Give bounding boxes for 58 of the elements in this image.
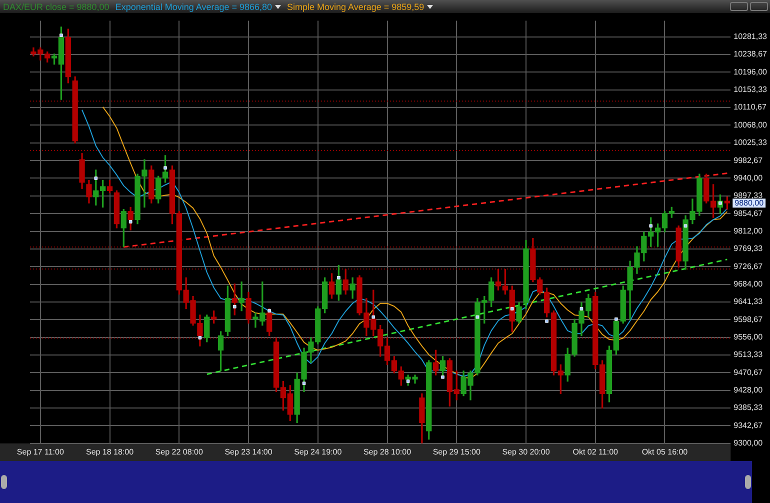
text: Exponential Moving Average = 9866,80 xyxy=(115,2,272,12)
y-tick-label: 9598,67 xyxy=(734,314,764,324)
y-tick-label: 10068,00 xyxy=(734,120,768,130)
x-tick-label: Okt 05 16:00 xyxy=(642,447,688,456)
y-tick-label: 9854,67 xyxy=(734,208,764,218)
y-tick-label: 9897,33 xyxy=(734,191,764,200)
x-tick-label: Sep 28 10:00 xyxy=(363,447,412,456)
point xyxy=(60,34,63,37)
x-tick-label: Okt 02 11:00 xyxy=(572,447,619,456)
candlestick xyxy=(238,281,244,312)
point xyxy=(510,307,514,310)
y-tick-label: 9641,33 xyxy=(734,297,764,306)
point xyxy=(128,220,132,224)
x-tick-label: Sep 30 20:00 xyxy=(502,447,550,456)
y-tick-label: 9769,33 xyxy=(734,244,764,254)
point xyxy=(268,309,271,312)
point xyxy=(684,224,688,228)
y-tick-label: 9982,67 xyxy=(734,156,764,165)
point xyxy=(94,176,98,180)
y-tick-label: 9684,00 xyxy=(734,280,764,289)
y-tick-label: 9556,00 xyxy=(734,332,764,342)
point xyxy=(232,305,236,308)
y-tick-label: 9385,33 xyxy=(734,403,764,412)
point xyxy=(614,317,618,321)
y-tick-label: 10025,33 xyxy=(734,138,768,148)
text: Simple Moving Average = 9859,59 xyxy=(287,2,424,12)
y-tick-label: 9513,33 xyxy=(734,350,764,360)
x-tick-label: Sep 17 11:00 xyxy=(16,447,64,456)
y-tick-label: 10281,33 xyxy=(734,32,768,42)
point xyxy=(441,375,444,379)
text: 9880,00 xyxy=(734,198,764,208)
y-tick-label: 9342,67 xyxy=(734,420,764,430)
x-tick-label: Sep 22 08:00 xyxy=(155,447,204,456)
point xyxy=(198,336,202,340)
x-tick-label: Sep 29 15:00 xyxy=(432,447,481,456)
point xyxy=(372,315,376,319)
y-tick-label: 10196,00 xyxy=(734,67,768,76)
point xyxy=(302,382,306,385)
point xyxy=(545,320,548,323)
x-tick-label: Sep 18 18:00 xyxy=(86,447,134,456)
point xyxy=(164,166,167,170)
y-tick-label: 9726,67 xyxy=(734,262,764,271)
point xyxy=(406,380,410,383)
point xyxy=(580,307,584,310)
y-tick-label: 9428,00 xyxy=(734,386,764,395)
y-tick-label: 10238,67 xyxy=(734,50,768,59)
point xyxy=(476,315,480,319)
point xyxy=(649,224,653,228)
y-tick-label: 10110,67 xyxy=(734,102,767,112)
y-tick-label: 10153,33 xyxy=(734,85,768,94)
x-tick-label: Sep 23 14:00 xyxy=(224,447,273,456)
text: DAX/EUR close = 9880,00 xyxy=(3,2,110,12)
y-tick-label: 9300,00 xyxy=(734,438,764,448)
y-tick-label: 9940,00 xyxy=(734,173,764,182)
y-tick-label: 9470,67 xyxy=(734,368,764,377)
x-tick-label: Sep 24 19:00 xyxy=(294,447,342,456)
point xyxy=(337,276,340,280)
y-tick-label: 9812,00 xyxy=(734,226,764,236)
